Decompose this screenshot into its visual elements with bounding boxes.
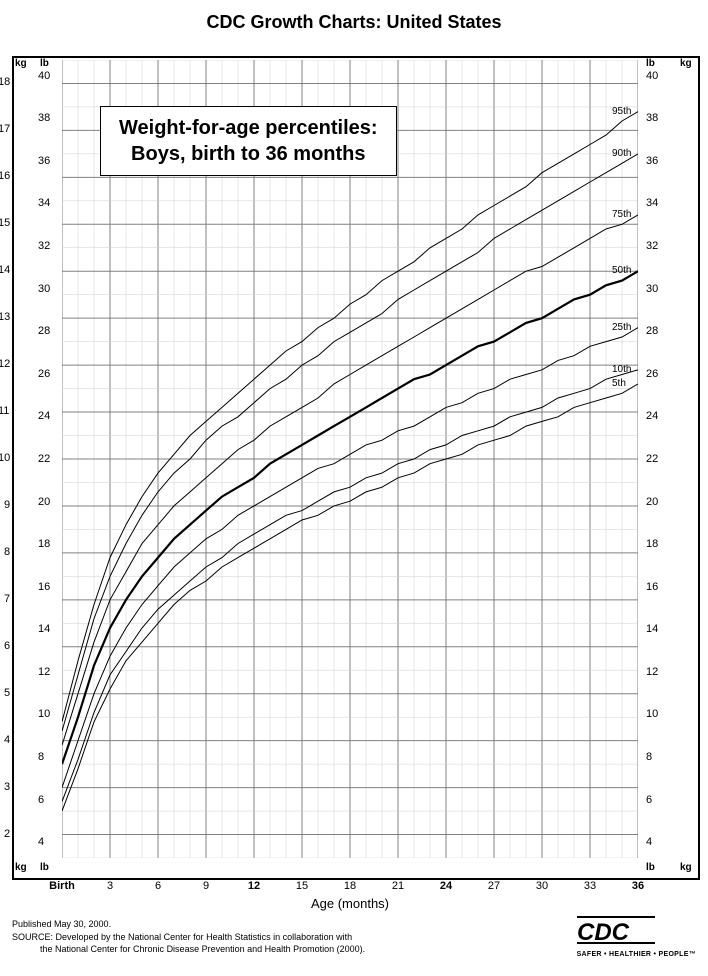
tick-label: 22: [38, 453, 50, 465]
tick-label: 4: [646, 836, 652, 848]
tick-label: 12: [646, 666, 658, 678]
x-tick-label: 3: [107, 880, 113, 892]
tick-label: 26: [646, 368, 658, 380]
tick-label: 6: [4, 640, 10, 652]
tick-label: 24: [646, 410, 658, 422]
chart-title-line2: Boys, birth to 36 months: [119, 141, 378, 167]
tick-label: 17: [0, 123, 10, 135]
tick-label: 16: [38, 581, 50, 593]
x-tick-label: 30: [536, 880, 548, 892]
tick-label: 8: [646, 751, 652, 763]
cdc-logo-block: CDC SAFER • HEALTHIER • PEOPLE™: [577, 914, 696, 958]
tick-label: 10: [0, 452, 10, 464]
tick-label: 36: [646, 155, 658, 167]
tick-label: 40: [38, 70, 50, 82]
chart-title-line1: Weight-for-age percentiles:: [119, 115, 378, 141]
tick-label: 6: [38, 794, 44, 806]
x-tick-label: 6: [155, 880, 161, 892]
tick-label: 28: [38, 325, 50, 337]
tick-label: 34: [38, 197, 50, 209]
footer-published: Published May 30, 2000.: [12, 918, 365, 931]
x-tick-label: 24: [440, 880, 452, 892]
tick-label: 30: [646, 283, 658, 295]
x-tick-label: 36: [632, 880, 644, 892]
tick-label: 6: [646, 794, 652, 806]
tick-label: 36: [38, 155, 50, 167]
tick-label: kg: [680, 862, 692, 873]
tick-label: 20: [38, 496, 50, 508]
tick-label: 15: [0, 217, 10, 229]
tick-label: 8: [4, 546, 10, 558]
tick-label: kg: [15, 862, 27, 873]
tick-label: 95th: [612, 106, 631, 117]
cdc-logo-icon: CDC: [577, 914, 655, 944]
page-root: { "title": "CDC Growth Charts: United St…: [0, 0, 708, 976]
tick-label: lb: [646, 58, 655, 69]
cdc-tagline: SAFER • HEALTHIER • PEOPLE™: [577, 951, 696, 958]
svg-text:CDC: CDC: [577, 919, 630, 944]
tick-label: 32: [38, 240, 50, 252]
tick-label: 9: [4, 499, 10, 511]
tick-label: 34: [646, 197, 658, 209]
tick-label: lb: [40, 862, 49, 873]
tick-label: 11: [0, 405, 9, 417]
tick-label: lb: [40, 58, 49, 69]
tick-label: 18: [646, 538, 658, 550]
tick-label: 4: [4, 734, 10, 746]
tick-label: 20: [646, 496, 658, 508]
footer-source2: the National Center for Chronic Disease …: [12, 943, 365, 956]
tick-label: 25th: [612, 322, 631, 333]
tick-label: 3: [4, 781, 10, 793]
x-tick-label: 9: [203, 880, 209, 892]
tick-label: lb: [646, 862, 655, 873]
tick-label: 26: [38, 368, 50, 380]
footer-text: Published May 30, 2000. SOURCE: Develope…: [12, 918, 365, 956]
x-axis-title: Age (months): [311, 896, 389, 911]
tick-label: 30: [38, 283, 50, 295]
x-tick-label: Birth: [49, 880, 75, 892]
tick-label: kg: [680, 58, 692, 69]
tick-label: 38: [38, 112, 50, 124]
tick-label: 28: [646, 325, 658, 337]
tick-label: 75th: [612, 209, 631, 220]
tick-label: 10: [38, 708, 50, 720]
x-tick-label: 18: [344, 880, 356, 892]
tick-label: 10: [646, 708, 658, 720]
tick-label: 10th: [612, 364, 631, 375]
tick-label: 12: [38, 666, 50, 678]
tick-label: 5th: [612, 378, 626, 389]
tick-label: 12: [0, 358, 10, 370]
tick-label: 16: [646, 581, 658, 593]
tick-label: 24: [38, 410, 50, 422]
tick-label: 4: [38, 836, 44, 848]
tick-label: 16: [0, 170, 10, 182]
x-tick-label: 15: [296, 880, 308, 892]
tick-label: kg: [15, 58, 27, 69]
growth-chart-plot: [62, 60, 638, 858]
tick-label: 5: [4, 687, 10, 699]
tick-label: 14: [646, 623, 658, 635]
tick-label: 22: [646, 453, 658, 465]
tick-label: 18: [0, 76, 10, 88]
tick-label: 14: [0, 264, 10, 276]
page-title: CDC Growth Charts: United States: [0, 12, 708, 33]
tick-label: 7: [4, 593, 10, 605]
x-tick-label: 33: [584, 880, 596, 892]
chart-title-box: Weight-for-age percentiles: Boys, birth …: [100, 106, 397, 176]
x-tick-label: 27: [488, 880, 500, 892]
tick-label: 18: [38, 538, 50, 550]
tick-label: 32: [646, 240, 658, 252]
tick-label: 14: [38, 623, 50, 635]
x-tick-label: 12: [248, 880, 260, 892]
x-tick-label: 21: [392, 880, 404, 892]
tick-label: 2: [4, 828, 10, 840]
tick-label: 40: [646, 70, 658, 82]
tick-label: 8: [38, 751, 44, 763]
footer-source1: SOURCE: Developed by the National Center…: [12, 931, 365, 944]
tick-label: 50th: [612, 265, 631, 276]
tick-label: 38: [646, 112, 658, 124]
tick-label: 13: [0, 311, 10, 323]
tick-label: 90th: [612, 148, 631, 159]
